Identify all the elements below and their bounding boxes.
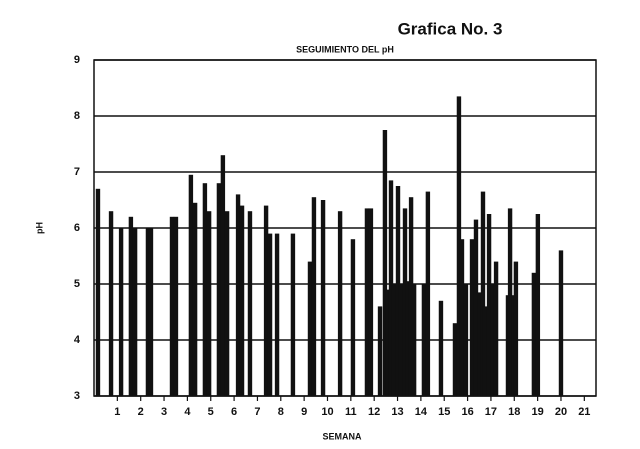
x-tick-label: 6 — [231, 406, 237, 418]
bar — [173, 216, 179, 396]
bar — [145, 228, 151, 396]
bar — [513, 261, 519, 396]
x-tick-label: 2 — [138, 406, 144, 418]
bar — [169, 216, 175, 396]
x-tick-label: 3 — [161, 406, 167, 418]
x-tick-label: 8 — [278, 406, 284, 418]
bar — [307, 261, 313, 396]
bar — [132, 228, 138, 396]
bar — [531, 272, 537, 396]
x-tick-label: 7 — [254, 406, 260, 418]
chart-title: Grafica No. 3 — [398, 19, 503, 38]
y-tick-label: 8 — [74, 110, 80, 122]
x-tick-label: 12 — [368, 406, 380, 418]
bar — [206, 211, 212, 396]
bar — [377, 306, 383, 396]
bar — [421, 284, 427, 396]
bar — [274, 233, 280, 396]
x-tick-label: 19 — [532, 406, 544, 418]
bar — [267, 233, 273, 396]
bar — [95, 188, 101, 396]
bar — [507, 208, 513, 396]
bar — [391, 284, 397, 396]
bar — [438, 300, 444, 396]
bar — [486, 214, 492, 396]
bar — [411, 284, 417, 396]
x-tick-label: 15 — [438, 406, 450, 418]
y-tick-label: 4 — [74, 334, 81, 346]
x-tick-label: 21 — [578, 406, 590, 418]
x-axis-label: SEMANA — [322, 431, 362, 441]
bar — [263, 205, 269, 396]
y-axis-label: pH — [34, 222, 44, 234]
y-tick-label: 6 — [74, 222, 80, 234]
bar — [405, 281, 411, 396]
bar — [188, 174, 194, 396]
bar — [535, 214, 541, 396]
x-tick-label: 14 — [415, 406, 428, 418]
bar — [477, 292, 483, 396]
bar — [320, 200, 326, 396]
bar — [220, 155, 226, 396]
bar — [364, 208, 370, 396]
x-tick-label: 11 — [345, 406, 357, 418]
bar — [368, 208, 374, 396]
bar — [469, 239, 475, 396]
x-tick-label: 10 — [321, 406, 333, 418]
bar — [459, 239, 465, 396]
bar — [202, 183, 208, 396]
bar — [311, 197, 317, 396]
bar — [395, 186, 401, 396]
bar — [558, 250, 564, 396]
bar — [473, 219, 479, 396]
bar — [382, 130, 388, 396]
bar — [290, 233, 296, 396]
bar — [463, 284, 469, 396]
y-tick-label: 5 — [74, 278, 80, 290]
bar — [398, 284, 404, 396]
y-tick-label: 3 — [74, 390, 80, 402]
x-tick-label: 9 — [301, 406, 307, 418]
bar — [493, 261, 499, 396]
bar — [425, 191, 431, 396]
x-tick-label: 16 — [461, 406, 473, 418]
bar — [239, 205, 245, 396]
bar — [490, 284, 496, 396]
chart-subtitle: SEGUIMIENTO DEL pH — [296, 44, 394, 54]
bar — [480, 191, 486, 396]
bar — [247, 211, 253, 396]
bar — [337, 211, 343, 396]
bar — [452, 323, 458, 396]
bar — [235, 194, 241, 396]
x-tick-label: 4 — [184, 406, 191, 418]
bar — [108, 211, 114, 396]
bar — [388, 180, 394, 396]
bar — [482, 306, 488, 396]
bar — [192, 202, 198, 396]
x-tick-label: 20 — [555, 406, 567, 418]
y-tick-label: 7 — [74, 166, 80, 178]
x-tick-label: 18 — [508, 406, 520, 418]
x-tick-label: 1 — [114, 406, 120, 418]
bar — [385, 289, 391, 396]
x-tick-label: 13 — [391, 406, 403, 418]
y-tick-label: 9 — [74, 54, 80, 66]
bar — [148, 228, 154, 396]
bar — [408, 197, 414, 396]
bar — [128, 216, 134, 396]
bar — [216, 183, 222, 396]
bar — [224, 211, 230, 396]
x-tick-label: 17 — [485, 406, 497, 418]
bar — [402, 208, 408, 396]
x-tick-label: 5 — [208, 406, 214, 418]
bar — [118, 228, 124, 396]
bar — [350, 239, 356, 396]
bar — [456, 96, 462, 397]
